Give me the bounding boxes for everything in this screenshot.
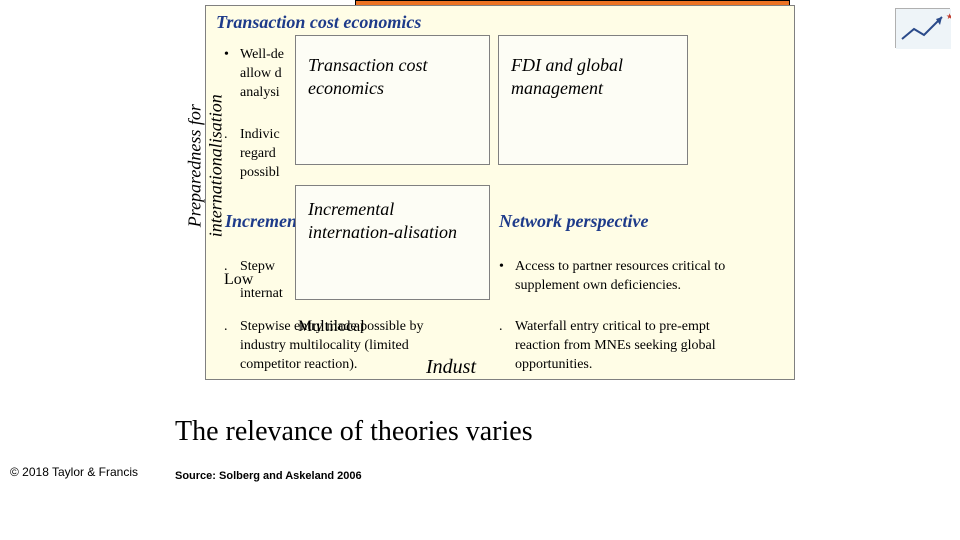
yellow-b2-line: Indivic	[240, 126, 280, 145]
internat-line: internat	[240, 286, 283, 302]
copyright-text: © 2018 Taylor & Francis	[10, 465, 138, 479]
source-text: Source: Solberg and Askeland 2006	[175, 470, 362, 482]
net-b1-l1: Access to partner resources critical to	[515, 258, 725, 277]
bullet-mark: .	[499, 318, 515, 337]
inc-box: Incremental internation-alisation	[295, 185, 490, 300]
net-b2-l3: opportunities.	[515, 356, 716, 375]
tce-label: Transaction cost economics	[308, 54, 477, 101]
network-title: Network perspective	[499, 211, 648, 232]
multilocal-overlay: Multilocal	[298, 318, 365, 336]
yellow-bullet1: • Well-de allow d analysi	[224, 46, 284, 103]
inc-label: Incremental internation-alisation	[308, 198, 477, 243]
logo: ★	[895, 8, 950, 48]
yellow-b1-line: analysi	[240, 84, 284, 103]
bullet-mark: .	[224, 126, 240, 145]
logo-icon: ★	[896, 9, 951, 49]
fdi-label: FDI and global management	[511, 54, 675, 101]
yellow-b2-line: regard	[240, 145, 280, 164]
bullet-mark: •	[499, 258, 515, 277]
yellow-b1-line: Well-de	[240, 46, 284, 65]
net-b1-l2: supplement own deficiencies.	[515, 277, 725, 296]
yellow-b1-line: allow d	[240, 65, 284, 84]
canvas: ent bal stic" g TCA, OLI), nal Transacti…	[0, 0, 960, 540]
net-b2-l2: reaction from MNEs seeking global	[515, 337, 716, 356]
yellow-title: Transaction cost economics	[216, 12, 421, 33]
network-bullet2: . Waterfall entry critical to pre-empt r…	[499, 318, 789, 375]
fdi-box: FDI and global management	[498, 35, 688, 165]
stepwise-l2: industry multilocality (limited	[240, 337, 424, 356]
tce-box: Transaction cost economics	[295, 35, 490, 165]
stepwise-l3: competitor reaction).	[240, 356, 424, 375]
industry-label: Indust	[426, 356, 476, 379]
y-axis-label: Preparedness for internationalisation	[184, 26, 225, 306]
svg-text:★: ★	[946, 12, 951, 21]
yellow-bullet2: . Indivic regard possibl	[224, 126, 280, 183]
bullet-mark: .	[224, 318, 240, 337]
network-bullet1: • Access to partner resources critical t…	[499, 258, 789, 296]
net-b2-l1: Waterfall entry critical to pre-empt	[515, 318, 716, 337]
yellow-b2-line: possibl	[240, 164, 280, 183]
bullet-mark: •	[224, 46, 240, 65]
main-title: The relevance of theories varies	[175, 416, 533, 448]
